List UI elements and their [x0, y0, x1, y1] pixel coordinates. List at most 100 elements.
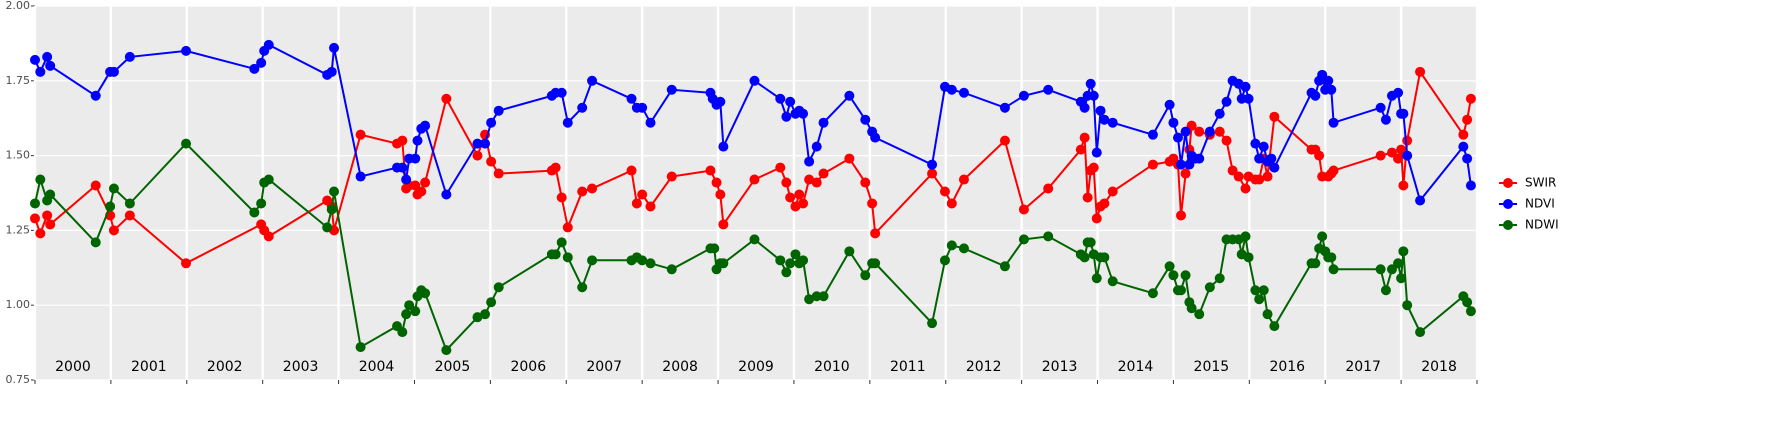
data-point	[1085, 78, 1096, 89]
data-point	[1375, 150, 1386, 161]
data-point	[1269, 162, 1280, 173]
year-label: 2013	[1042, 359, 1078, 375]
legend-marker	[1503, 199, 1513, 209]
data-point	[1085, 237, 1096, 248]
data-point	[958, 87, 969, 98]
year-label: 2001	[131, 359, 167, 375]
year-label: 2015	[1194, 359, 1230, 375]
data-point	[108, 225, 119, 236]
data-point	[1380, 285, 1391, 296]
data-point	[1323, 75, 1334, 86]
data-point	[181, 258, 192, 269]
data-point	[45, 60, 56, 71]
data-point	[1099, 198, 1110, 209]
data-point	[1269, 111, 1280, 122]
data-point	[1088, 162, 1099, 173]
data-point	[790, 201, 801, 212]
data-point	[1254, 174, 1265, 185]
data-point	[1250, 138, 1261, 149]
y-tick-label: 1.00	[6, 298, 31, 311]
data-point	[1258, 285, 1269, 296]
data-point	[870, 228, 881, 239]
data-point	[472, 138, 483, 149]
data-point	[410, 306, 421, 317]
data-point	[1107, 186, 1118, 197]
data-point	[263, 39, 274, 50]
year-label: 2018	[1421, 359, 1457, 375]
data-point	[794, 189, 805, 200]
data-point	[420, 177, 431, 188]
data-point	[397, 327, 408, 338]
data-point	[1079, 252, 1090, 263]
year-label: 2002	[207, 359, 243, 375]
data-point	[1194, 153, 1205, 164]
data-point	[749, 75, 760, 86]
data-point	[666, 171, 677, 182]
data-point	[1095, 105, 1106, 116]
data-point	[412, 135, 423, 146]
data-point	[804, 174, 815, 185]
data-point	[626, 93, 637, 104]
data-point	[1180, 126, 1191, 137]
year-label: 2014	[1118, 359, 1154, 375]
data-point	[811, 291, 822, 302]
data-point	[715, 189, 726, 200]
year-label: 2009	[738, 359, 774, 375]
data-point	[441, 93, 452, 104]
data-point	[1043, 231, 1054, 242]
data-point	[1398, 108, 1409, 119]
data-point	[556, 237, 567, 248]
y-tick-label: 1.50	[6, 149, 31, 162]
data-point	[124, 210, 135, 221]
data-point	[1147, 288, 1158, 299]
data-point	[1147, 159, 1158, 170]
data-point	[1328, 264, 1339, 275]
data-point	[550, 249, 561, 260]
data-point	[124, 198, 135, 209]
data-point	[645, 117, 656, 128]
data-point	[1380, 114, 1391, 125]
data-point	[587, 75, 598, 86]
data-point	[775, 93, 786, 104]
year-label: 2016	[1269, 359, 1305, 375]
data-point	[1243, 252, 1254, 263]
data-point	[1254, 294, 1265, 305]
data-point	[1176, 159, 1187, 170]
data-point	[1310, 258, 1321, 269]
data-point	[1326, 252, 1337, 263]
data-point	[181, 138, 192, 149]
data-point	[1396, 273, 1407, 284]
year-label: 2011	[890, 359, 926, 375]
data-point	[749, 174, 760, 185]
data-point	[1258, 141, 1269, 152]
data-point	[1079, 102, 1090, 113]
y-tick-label: 1.25	[6, 223, 31, 236]
data-point	[472, 150, 483, 161]
data-point	[486, 117, 497, 128]
data-point	[718, 258, 729, 269]
data-point	[1398, 246, 1409, 257]
data-point	[785, 258, 796, 269]
data-point	[35, 174, 46, 185]
data-point	[577, 102, 588, 113]
data-point	[1462, 297, 1473, 308]
data-point	[1326, 84, 1337, 95]
data-point	[550, 162, 561, 173]
data-point	[798, 255, 809, 266]
data-point	[775, 162, 786, 173]
year-label: 2010	[814, 359, 850, 375]
data-point	[1240, 81, 1251, 92]
data-point	[587, 255, 598, 266]
data-point	[410, 153, 421, 164]
data-point	[844, 246, 855, 257]
data-point	[818, 117, 829, 128]
data-point	[401, 309, 412, 320]
data-point	[1402, 135, 1413, 146]
data-point	[401, 174, 412, 185]
data-point	[1079, 132, 1090, 143]
data-point	[1266, 153, 1277, 164]
data-point	[775, 255, 786, 266]
data-point	[108, 183, 119, 194]
data-point	[637, 255, 648, 266]
data-point	[705, 165, 716, 176]
